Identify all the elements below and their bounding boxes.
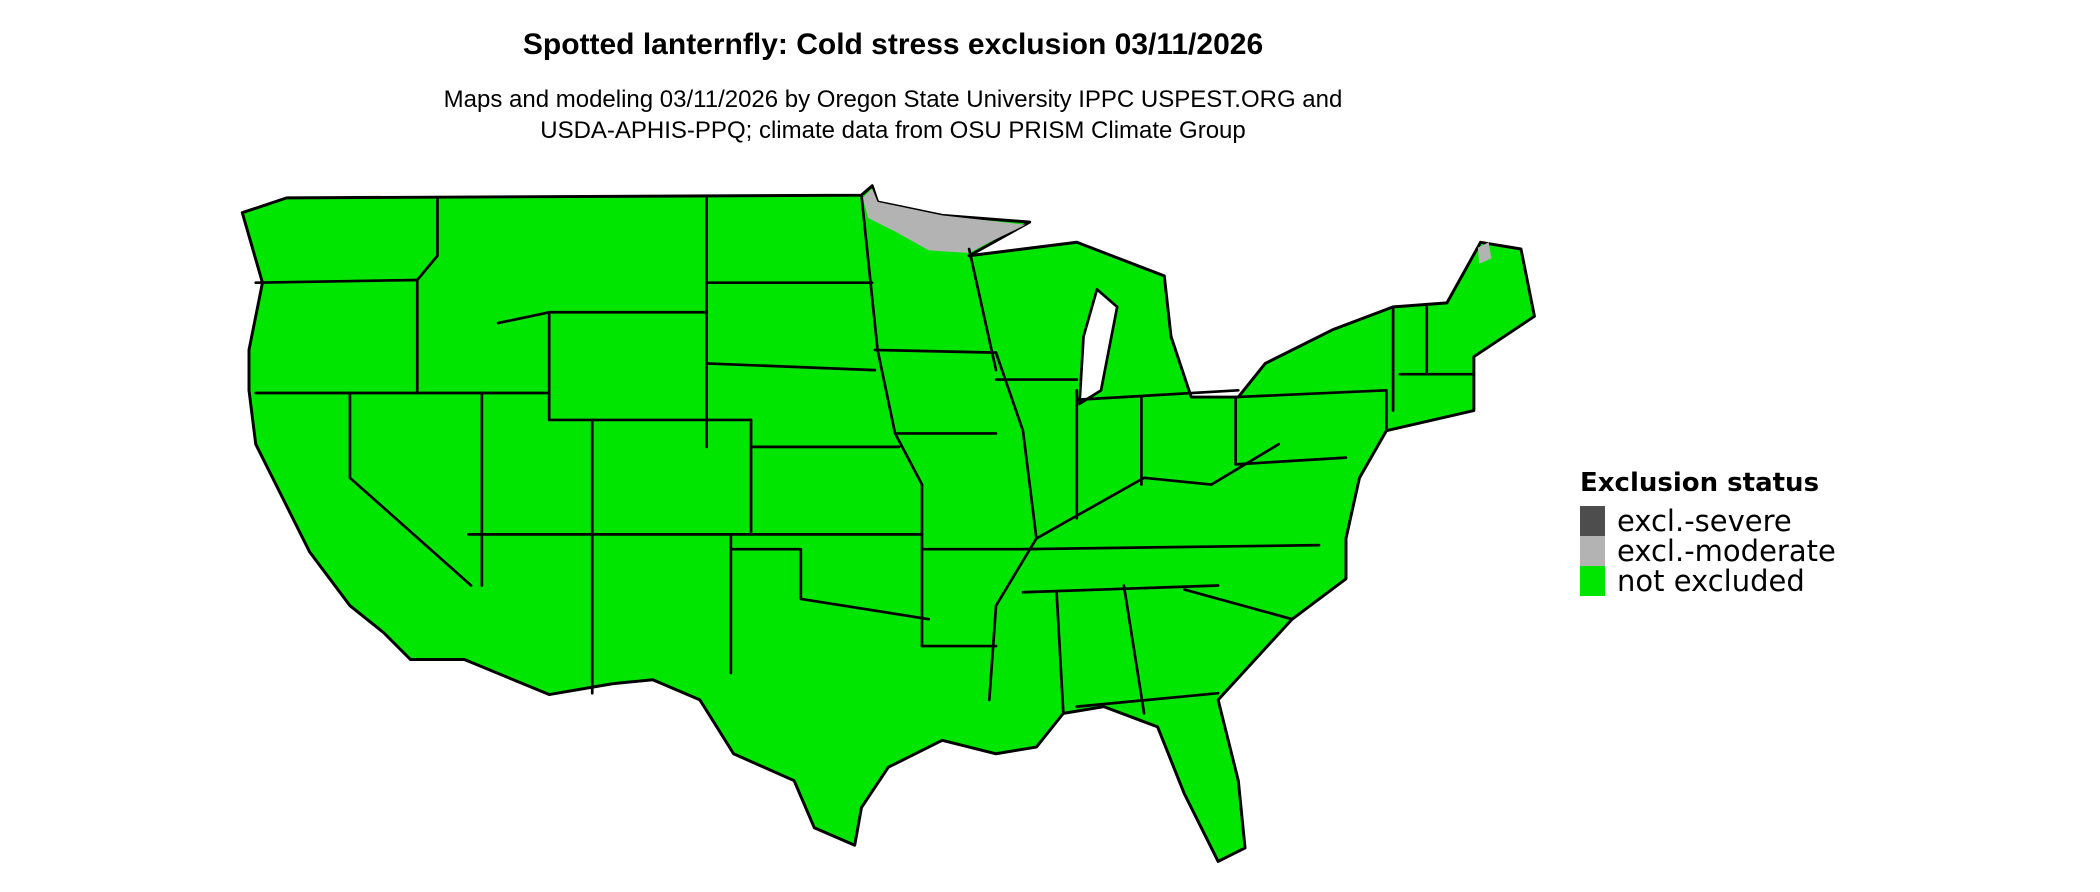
legend-item-moderate: excl.-moderate (1580, 534, 1836, 568)
legend: Exclusion status excl.-severe excl.-mode… (1580, 468, 1836, 598)
legend-label: not excluded (1617, 564, 1805, 598)
subtitle-line: Maps and modeling 03/11/2026 by Oregon S… (443, 86, 1343, 113)
legend-swatch (1580, 566, 1605, 596)
map-subtitle: Maps and modeling 03/11/2026 by Oregon S… (0, 84, 1786, 146)
legend-swatch (1580, 536, 1605, 566)
subtitle-line: USDA-APHIS-PPQ; climate data from OSU PR… (540, 117, 1246, 144)
conus-outline (240, 184, 1536, 863)
legend-label: excl.-severe (1617, 504, 1792, 538)
map-title: Spotted lanternfly: Cold stress exclusio… (522, 28, 1264, 61)
state-boundaries (254, 193, 1476, 715)
legend-label: excl.-moderate (1617, 534, 1836, 568)
lake-michigan (1078, 288, 1119, 406)
legend-item-not-excluded: not excluded (1580, 564, 1836, 598)
legend-title: Exclusion status (1580, 468, 1820, 498)
moderate-exclusion-minnesota (862, 188, 1026, 254)
legend-item-severe: excl.-severe (1580, 504, 1836, 538)
legend-swatch (1580, 506, 1605, 536)
moderate-exclusion-maine (1477, 242, 1492, 264)
